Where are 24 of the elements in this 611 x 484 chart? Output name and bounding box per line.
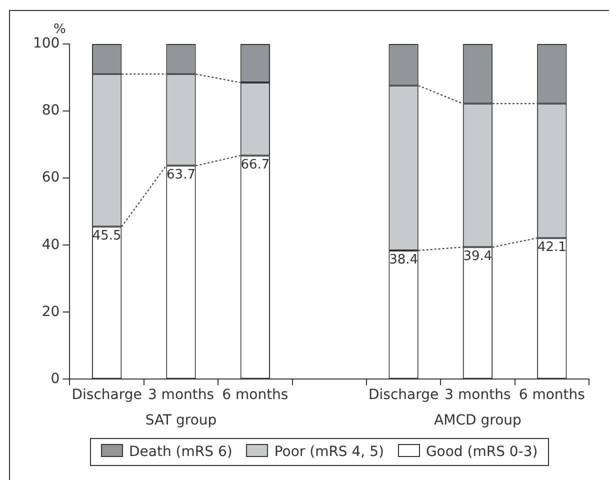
data-label: 39.4 [463, 249, 492, 264]
x-tick-label: 3 months [148, 387, 214, 404]
data-label: 38.4 [389, 252, 418, 268]
y-tick-label: 0 [50, 370, 60, 387]
text: SAT group [145, 412, 217, 429]
y-tick-label: 40 [42, 236, 60, 253]
x-tick-label: Discharge [72, 387, 142, 404]
legend-label: Death (mRS 6) [129, 444, 232, 460]
data-label: 66.7 [240, 157, 270, 172]
legend-label: Poor (mRS 4, 5) [274, 444, 384, 460]
x-tick-label: 6 months [518, 387, 585, 404]
legend-label: Good (mRS 0-3) [426, 444, 538, 460]
y-tick-label: 20 [42, 304, 60, 320]
x-tick-label: 6 months [222, 387, 288, 404]
x-tick-label: 3 months [444, 387, 511, 404]
y-tick-label: 100 [32, 36, 60, 52]
data-label: 45.5 [92, 228, 122, 244]
y-tick-label: 80 [42, 102, 60, 119]
y-tick-label: 60 [42, 170, 60, 186]
x-tick-label: Discharge [368, 387, 439, 404]
data-label: 63.7 [166, 168, 196, 183]
data-label: 42.1 [537, 240, 566, 255]
y-axis-title: % [54, 22, 66, 37]
text: AMCD group [434, 412, 522, 429]
